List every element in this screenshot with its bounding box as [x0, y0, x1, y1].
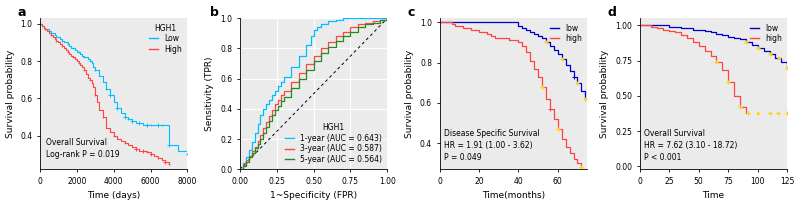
Text: b: b — [210, 6, 219, 19]
Y-axis label: Survival probability: Survival probability — [601, 50, 610, 138]
Text: d: d — [607, 6, 616, 19]
Text: a: a — [18, 6, 26, 19]
Y-axis label: Sensitivity (TPR): Sensitivity (TPR) — [206, 56, 214, 131]
Y-axis label: Survival probability: Survival probability — [406, 50, 414, 138]
X-axis label: Time(months): Time(months) — [482, 191, 545, 200]
Legend: 1-year (AUC = 0.643), 3-year (AUC = 0.587), 5-year (AUC = 0.564): 1-year (AUC = 0.643), 3-year (AUC = 0.58… — [283, 122, 383, 165]
Text: c: c — [407, 6, 414, 19]
Y-axis label: Survival probability: Survival probability — [6, 50, 14, 138]
Text: Overall Survival
Log-rank P = 0.019: Overall Survival Log-rank P = 0.019 — [46, 138, 119, 159]
Legend: Low, High: Low, High — [147, 22, 184, 55]
X-axis label: Time: Time — [702, 191, 725, 200]
Text: Disease Specific Survival
HR = 1.91 (1.00 - 3.62)
P = 0.049: Disease Specific Survival HR = 1.91 (1.0… — [444, 129, 540, 162]
X-axis label: Time (days): Time (days) — [87, 191, 140, 200]
X-axis label: 1~Specificity (FPR): 1~Specificity (FPR) — [270, 191, 357, 200]
Text: Overall Survival
HR = 7.62 (3.10 - 18.72)
P < 0.001: Overall Survival HR = 7.62 (3.10 - 18.72… — [644, 129, 738, 162]
Legend: low, high: low, high — [548, 22, 583, 45]
Legend: low, high: low, high — [748, 22, 783, 45]
